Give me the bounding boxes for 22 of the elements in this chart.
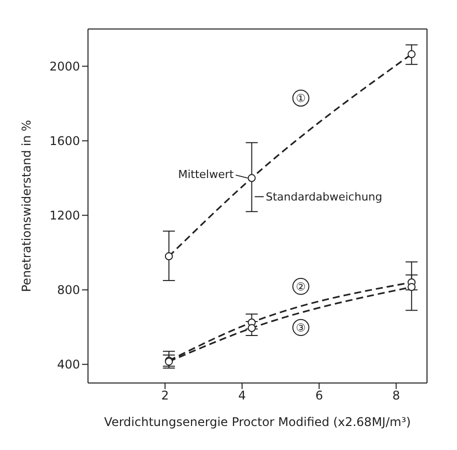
- y-tick-label: 1200: [49, 208, 80, 223]
- point: [248, 324, 256, 332]
- series-label: ②: [296, 280, 306, 294]
- series-label: ③: [296, 322, 306, 335]
- series-label: ①: [296, 92, 306, 106]
- point: [408, 283, 416, 292]
- y-axis-title: Penetrationswiderstand in %: [19, 120, 34, 292]
- x-tick-label: 6: [315, 388, 323, 403]
- y-tick-label: 2000: [49, 60, 80, 74]
- leader-annotation: Standardabweichung: [254, 190, 382, 204]
- point: [164, 252, 173, 260]
- y-tick-label: 1600: [49, 134, 80, 148]
- y-tick-label: 400: [57, 358, 80, 372]
- x-tick-label: 2: [161, 388, 169, 403]
- leader-annotation: Mittelwert: [178, 168, 248, 182]
- point: [248, 174, 256, 182]
- point: [408, 50, 416, 58]
- y-tick-label: 800: [57, 283, 80, 298]
- x-tick-label: 8: [392, 388, 400, 403]
- annotation: Mittelwert: [178, 168, 234, 182]
- x-tick-label: 4: [238, 388, 246, 403]
- x-axis-title: Verdichtungsenergie Proctor Modified (x2.68MJ/m³): [104, 415, 411, 429]
